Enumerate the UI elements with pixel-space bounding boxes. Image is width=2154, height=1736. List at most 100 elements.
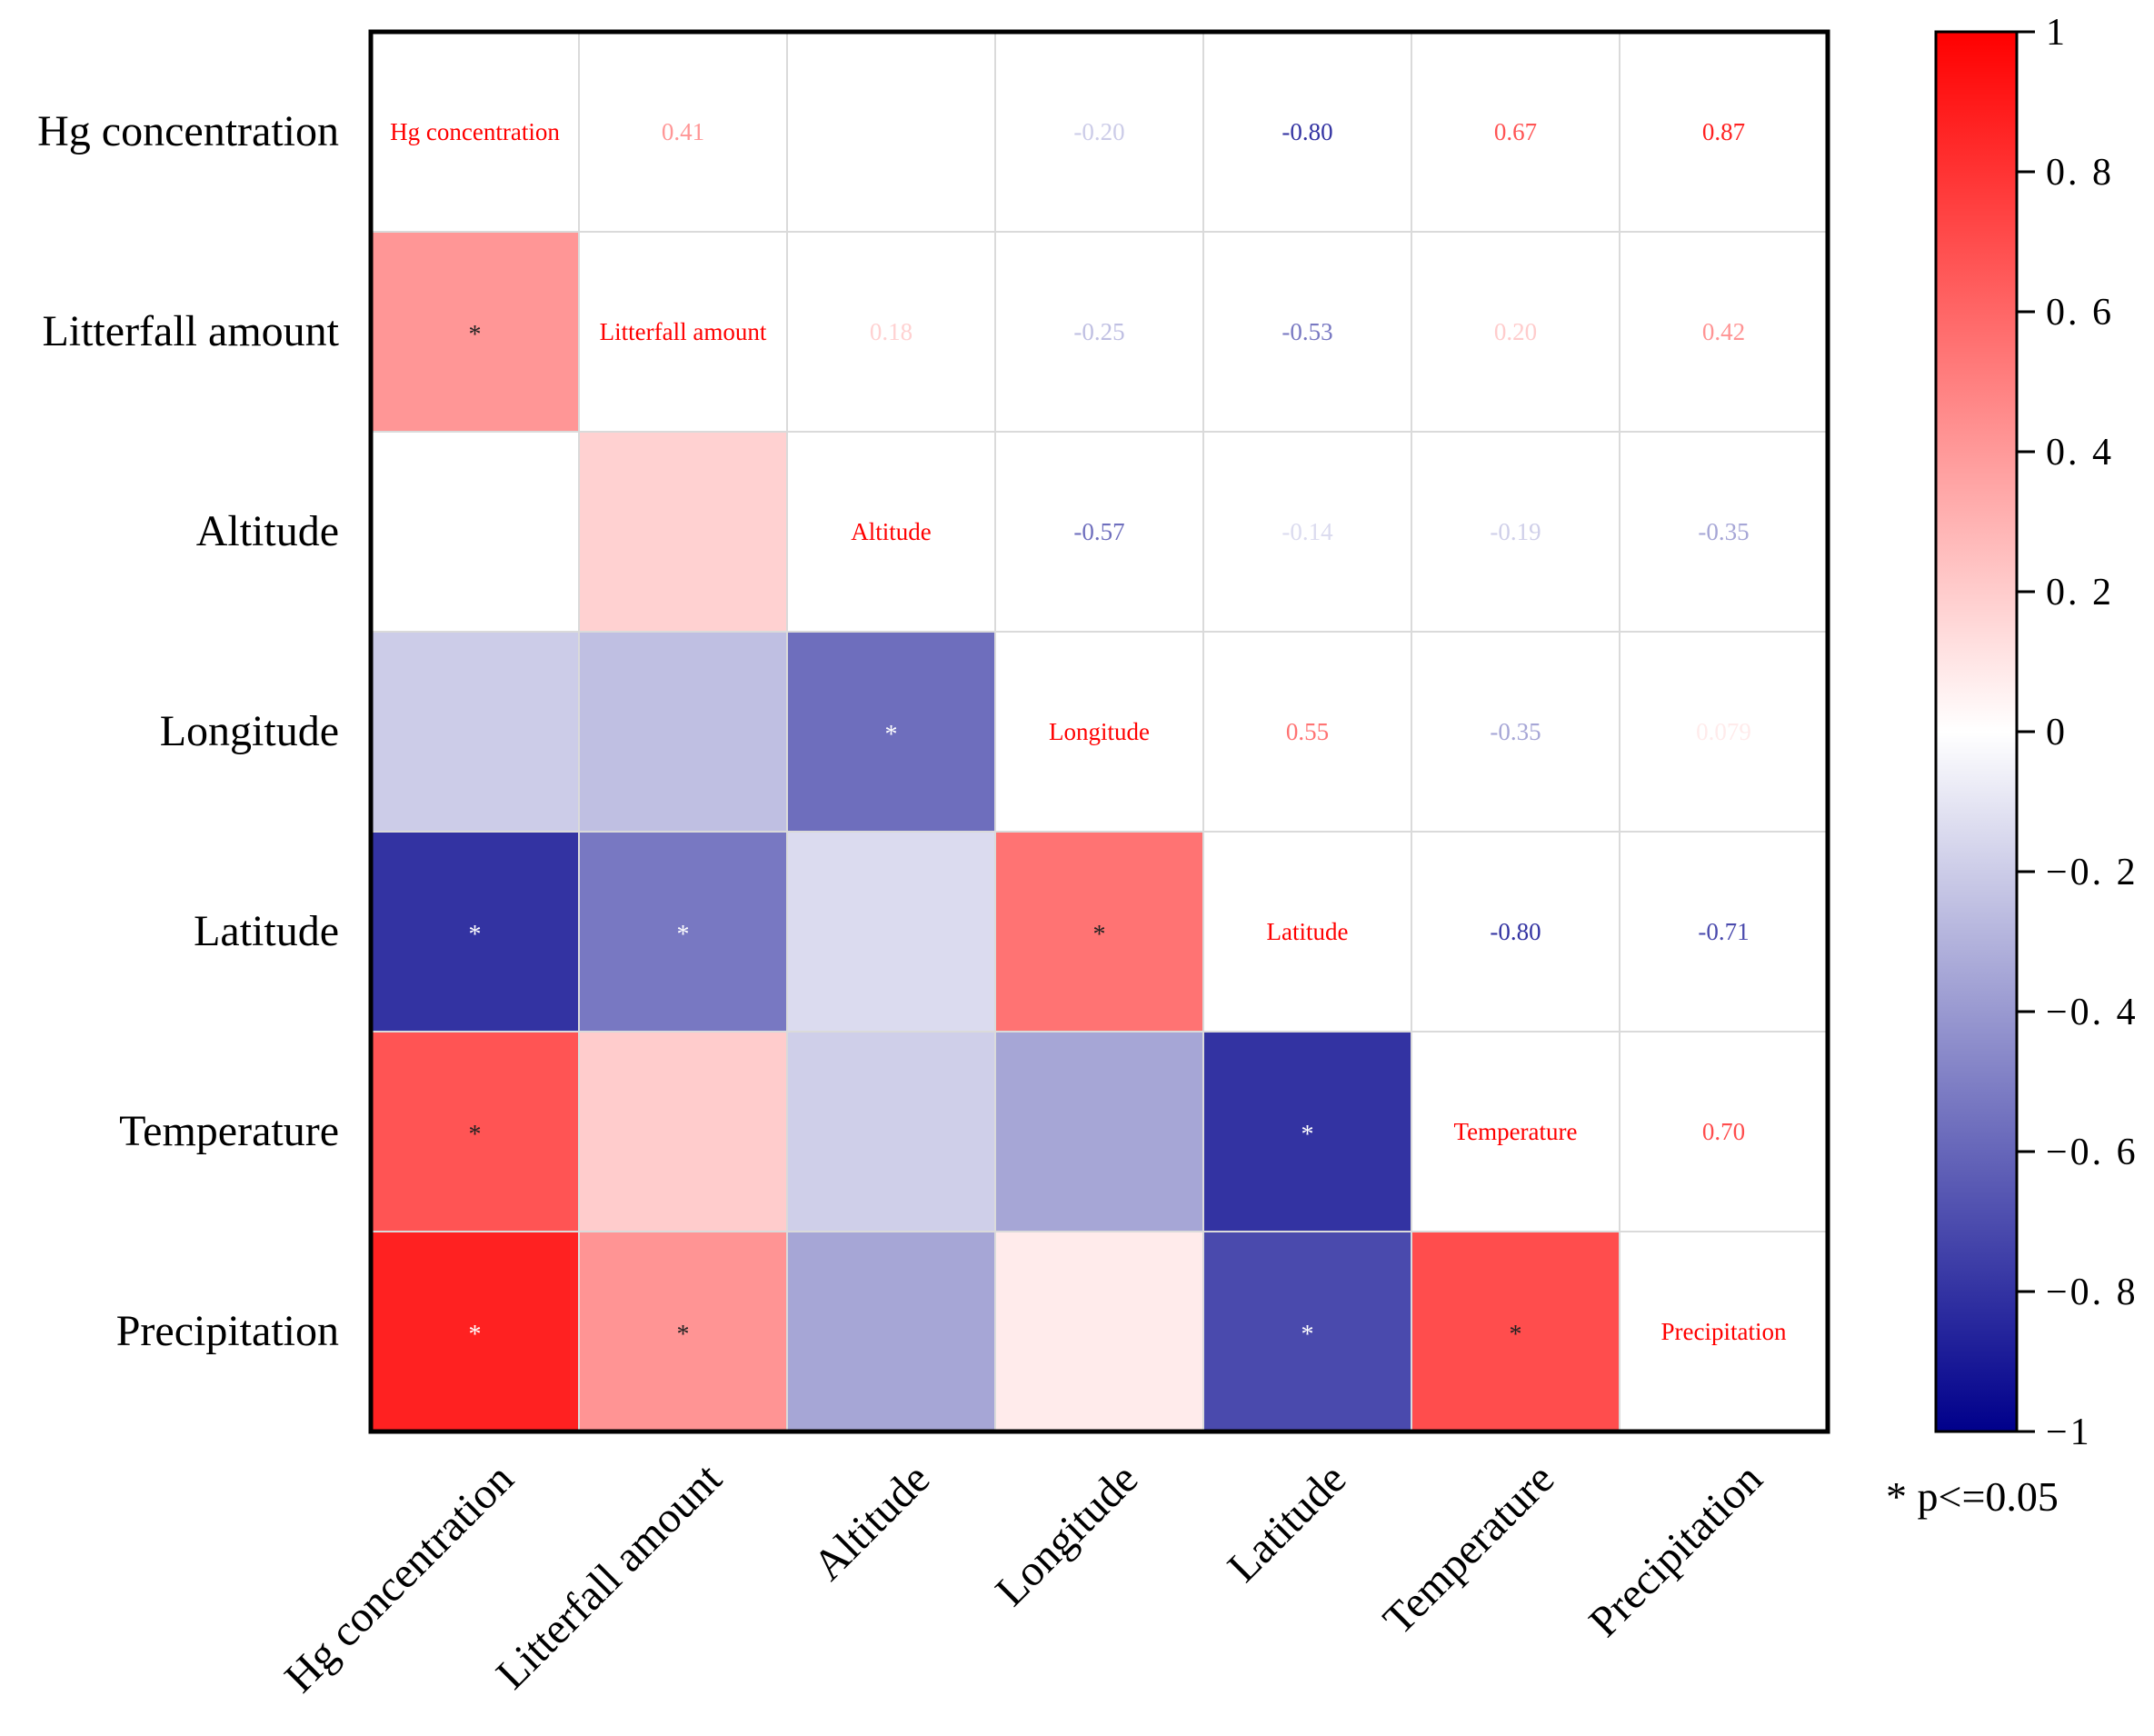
heatmap-cell-3-2 — [787, 632, 995, 832]
row-label: Precipitation — [116, 1307, 339, 1355]
heatmap-cell-3-3 — [995, 632, 1203, 832]
colorbar-tick-label: −0. 4 — [2046, 992, 2139, 1033]
colorbar: 1 0. 8 0. 6 0. 4 0. 2 0 −0. 2 −0. 4 −0. 6 −0. 8 −1 — [1934, 12, 2139, 1453]
heatmap-cell-labels: Hg concentration 0.41 -0.20 -0.80 0.67 0.87 * L… — [390, 118, 1787, 1349]
heatmap-cell-1-3 — [995, 232, 1203, 432]
column-label: Hg concentration — [275, 1454, 523, 1701]
correlation-value: 0.41 — [662, 118, 704, 145]
diagonal-label: Litterfall amount — [600, 318, 767, 345]
heatmap-cell-5-5 — [1411, 1032, 1620, 1232]
heatmap-cell-4-6 — [1620, 832, 1828, 1032]
column-label: Longitude — [986, 1454, 1147, 1615]
significance-star: * — [1301, 1121, 1314, 1149]
diagonal-label: Latitude — [1267, 918, 1349, 945]
heatmap-cell-6-3 — [995, 1232, 1203, 1432]
correlation-value: -0.14 — [1281, 518, 1333, 545]
heatmap-cell-2-5 — [1411, 432, 1620, 632]
heatmap-frame — [368, 29, 1830, 1434]
significance-star: * — [885, 721, 898, 749]
heatmap-cell-6-4 — [1203, 1232, 1411, 1432]
heatmap-cell-0-5 — [1411, 32, 1620, 232]
heatmap-cell-5-1 — [579, 1032, 787, 1232]
significance-note: * p<=0.05 — [1886, 1473, 2059, 1520]
significance-star: * — [677, 921, 690, 949]
heatmap-cell-0-3 — [995, 32, 1203, 232]
correlation-value: -0.57 — [1073, 518, 1124, 545]
significance-star: * — [469, 921, 482, 949]
heatmap-cell-6-6 — [1620, 1232, 1828, 1432]
colorbar-tick-label: 0. 6 — [2046, 292, 2114, 334]
heatmap-cell-1-2 — [787, 232, 995, 432]
correlation-value: -0.25 — [1073, 318, 1124, 345]
correlation-value: -0.20 — [1073, 118, 1124, 145]
column-label: Litterfall amount — [487, 1454, 732, 1699]
correlation-value: -0.71 — [1698, 918, 1749, 945]
heatmap-cell-3-5 — [1411, 632, 1620, 832]
colorbar-tick-label: 0. 2 — [2046, 572, 2114, 614]
heatmap-cell-2-0 — [371, 432, 579, 632]
heatmap-cell-3-6 — [1620, 632, 1828, 832]
heatmap-cell-1-5 — [1411, 232, 1620, 432]
colorbar-tick-label: 0 — [2046, 712, 2068, 753]
heatmap-cell-3-0 — [371, 632, 579, 832]
colorbar-tick-label: −0. 8 — [2046, 1272, 2139, 1313]
correlation-value: 0.079 — [1696, 718, 1751, 745]
diagonal-label: Precipitation — [1661, 1318, 1787, 1345]
heatmap-cell-4-3 — [995, 832, 1203, 1032]
heatmap-cells — [371, 32, 1828, 1432]
column-label: Latitude — [1219, 1454, 1356, 1591]
heatmap-cell-1-1 — [579, 232, 787, 432]
heatmap-cell-5-2 — [787, 1032, 995, 1232]
heatmap-cell-0-0 — [371, 32, 579, 232]
heatmap-cell-0-1 — [579, 32, 787, 232]
correlation-value: 0.18 — [870, 318, 912, 345]
heatmap-cell-1-6 — [1620, 232, 1828, 432]
diagonal-label: Longitude — [1049, 718, 1150, 745]
diagonal-label: Temperature — [1453, 1118, 1577, 1145]
colorbar-tick-label: −0. 2 — [2046, 852, 2139, 893]
colorbar-tick-label: 1 — [2046, 12, 2068, 54]
significance-star: * — [1093, 921, 1106, 949]
row-label: Longitude — [160, 707, 339, 755]
colorbar-tick-label: 0. 8 — [2046, 152, 2114, 194]
heatmap-cell-4-2 — [787, 832, 995, 1032]
heatmap-cell-4-4 — [1203, 832, 1411, 1032]
colorbar-gradient — [1934, 30, 2019, 1433]
colorbar-tick-label: −0. 6 — [2046, 1132, 2139, 1173]
heatmap-cell-1-4 — [1203, 232, 1411, 432]
correlation-value: 0.67 — [1494, 118, 1537, 145]
correlation-value: -0.53 — [1281, 318, 1332, 345]
significance-star: * — [1301, 1321, 1314, 1349]
heatmap-cell-2-1 — [579, 432, 787, 632]
row-label: Hg concentration — [37, 107, 339, 155]
heatmap-cell-6-1 — [579, 1232, 787, 1432]
correlation-value: 0.42 — [1702, 318, 1745, 345]
heatmap-cell-0-4 — [1203, 32, 1411, 232]
correlation-value: -0.80 — [1490, 918, 1541, 945]
heatmap-cell-3-4 — [1203, 632, 1411, 832]
column-label: Altitude — [804, 1454, 940, 1590]
correlation-value: 0.20 — [1494, 318, 1537, 345]
heatmap-cell-2-6 — [1620, 432, 1828, 632]
significance-star: * — [469, 1321, 482, 1349]
row-label: Altitude — [196, 507, 339, 555]
heatmap-cell-2-2 — [787, 432, 995, 632]
correlation-value: -0.35 — [1698, 518, 1749, 545]
heatmap-cell-2-4 — [1203, 432, 1411, 632]
heatmap-cell-2-3 — [995, 432, 1203, 632]
row-label: Temperature — [119, 1107, 339, 1155]
heatmap-cell-5-6 — [1620, 1032, 1828, 1232]
heatmap-cell-5-0 — [371, 1032, 579, 1232]
colorbar-tick-label: −1 — [2046, 1412, 2092, 1453]
significance-star: * — [1510, 1321, 1522, 1349]
column-label: Precipitation — [1580, 1454, 1771, 1646]
column-label: Temperature — [1374, 1454, 1563, 1643]
heatmap-cell-6-2 — [787, 1232, 995, 1432]
correlation-value: -0.80 — [1281, 118, 1332, 145]
heatmap-cell-5-3 — [995, 1032, 1203, 1232]
heatmap-cell-4-5 — [1411, 832, 1620, 1032]
row-labels: Hg concentration Litterfall amount Altitud… — [37, 107, 340, 1355]
correlation-value: 0.87 — [1702, 118, 1745, 145]
